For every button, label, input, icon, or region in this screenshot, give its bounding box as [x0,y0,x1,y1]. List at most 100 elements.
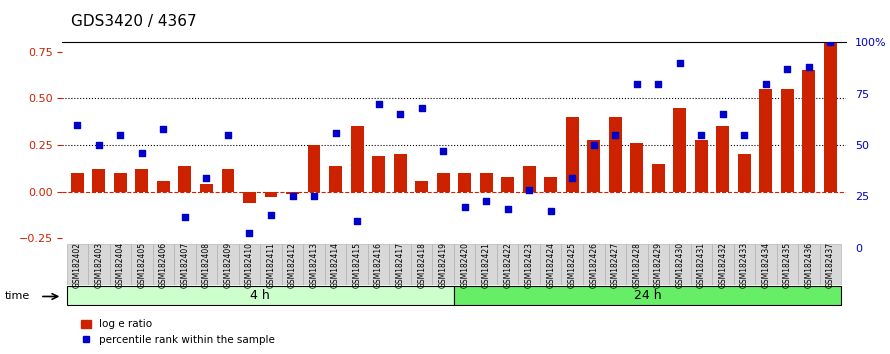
Bar [691,244,712,285]
Text: GSM182412: GSM182412 [288,242,297,287]
Bar [264,192,278,198]
Bar [777,244,798,285]
Text: GSM182421: GSM182421 [481,242,490,287]
Point [608,132,622,138]
Bar [480,173,493,192]
Point [328,130,343,136]
Bar [433,244,454,285]
Bar [415,181,428,192]
Bar [604,244,626,285]
Bar [174,244,196,285]
Point [221,132,235,138]
Text: GSM182410: GSM182410 [245,242,254,287]
Bar [669,244,691,285]
Bar [695,139,708,192]
Bar [346,244,368,285]
Bar [114,173,127,192]
Point [286,194,300,199]
Point [457,204,472,210]
Text: GSM182407: GSM182407 [181,241,190,288]
Text: GSM182408: GSM182408 [202,242,211,287]
Point [500,206,514,212]
Bar [437,173,449,192]
Point [70,122,85,127]
Text: GSM182409: GSM182409 [223,241,232,288]
Bar [798,244,820,285]
Text: GSM182416: GSM182416 [374,242,383,287]
Bar [475,244,497,285]
Bar [286,192,299,194]
Bar [200,184,213,192]
Point [587,142,601,148]
Bar [196,244,217,285]
Point [737,132,751,138]
Bar [303,244,325,285]
Point [436,148,450,154]
Bar [738,154,751,192]
Bar [282,244,303,285]
Bar [260,244,282,285]
Bar [587,139,600,192]
Text: GSM182430: GSM182430 [676,241,684,288]
Bar [454,244,475,285]
Point [565,175,579,181]
Text: time: time [4,291,29,301]
Bar [239,244,260,285]
Text: 24 h: 24 h [634,289,661,302]
Legend: log e ratio, percentile rank within the sample: log e ratio, percentile rank within the … [77,315,279,349]
Point [199,175,214,181]
Text: GSM182419: GSM182419 [439,242,448,287]
Bar [501,177,514,192]
Bar [222,170,234,192]
Point [242,230,256,236]
Bar [157,181,170,192]
Text: 4 h: 4 h [250,289,271,302]
Bar [583,244,604,285]
Point [544,208,558,214]
Bar [67,244,88,285]
Bar [329,166,342,192]
Point [350,218,364,224]
Point [781,66,795,72]
Bar [824,15,837,192]
Bar [755,244,777,285]
Bar [626,244,648,285]
FancyBboxPatch shape [67,286,454,305]
Text: GSM182425: GSM182425 [568,242,577,287]
Bar [759,89,773,192]
Bar [545,177,557,192]
Text: GSM182422: GSM182422 [503,242,512,287]
Bar [372,156,385,192]
Bar [131,244,153,285]
Bar [411,244,433,285]
Bar [820,244,841,285]
Bar [153,244,174,285]
Text: GSM182406: GSM182406 [159,241,168,288]
Point [759,81,773,86]
Text: GSM182431: GSM182431 [697,242,706,287]
Text: GSM182405: GSM182405 [137,241,147,288]
Bar [648,244,669,285]
Bar [609,117,622,192]
Bar [458,173,471,192]
Text: GSM182417: GSM182417 [396,242,405,287]
FancyBboxPatch shape [454,286,841,305]
Text: GSM182420: GSM182420 [460,242,469,287]
Bar [71,173,84,192]
Point [178,214,192,220]
Text: GSM182402: GSM182402 [73,242,82,287]
Bar [803,70,815,192]
Text: GSM182423: GSM182423 [525,242,534,287]
Text: GSM182434: GSM182434 [761,241,771,288]
Text: GSM182436: GSM182436 [805,241,813,288]
Point [629,81,643,86]
Bar [179,166,191,192]
Point [157,126,171,132]
Text: GSM182414: GSM182414 [331,242,340,287]
Bar [781,89,794,192]
Text: GSM182433: GSM182433 [740,241,748,288]
Bar [88,244,109,285]
Bar [109,244,131,285]
Point [802,64,816,70]
Text: GSM182404: GSM182404 [116,241,125,288]
